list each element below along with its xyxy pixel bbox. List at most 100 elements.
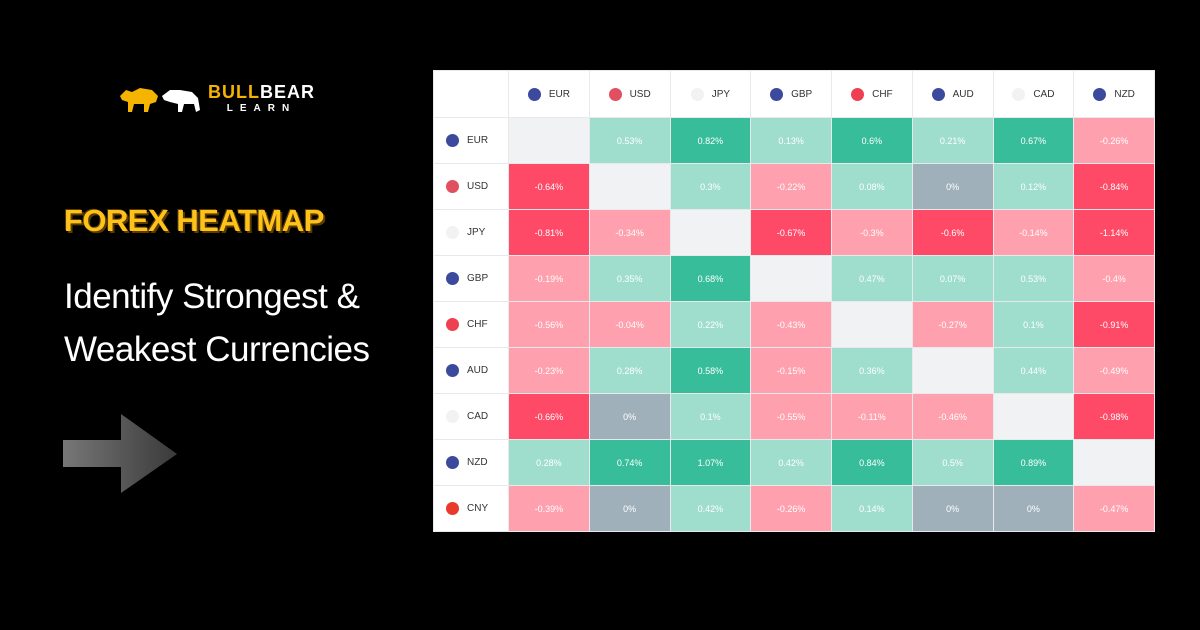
heatmap-cell[interactable]: 0.28% [589, 348, 670, 393]
jp-flag-icon [690, 87, 704, 101]
heatmap-cell[interactable]: -1.14% [1074, 210, 1154, 255]
heatmap-cell[interactable] [912, 348, 993, 393]
heatmap-cell[interactable]: 0.3% [670, 164, 751, 209]
heatmap-cell[interactable]: 0.74% [589, 440, 670, 485]
heatmap-cell[interactable] [1074, 440, 1154, 485]
heatmap-cell[interactable]: 1.07% [670, 440, 751, 485]
row-header-label: EUR [467, 135, 489, 146]
heatmap-cell[interactable]: 0.53% [993, 256, 1074, 301]
heatmap-cell[interactable]: 0.35% [589, 256, 670, 301]
heatmap-cell[interactable]: -0.66% [509, 394, 589, 439]
column-header-chf[interactable]: CHF [832, 71, 912, 117]
heatmap-cell[interactable]: -0.56% [509, 302, 589, 347]
heatmap-cell[interactable]: 0.82% [670, 118, 751, 163]
heatmap-cell[interactable]: 0.21% [912, 118, 993, 163]
brand-learn: LEARN [226, 102, 297, 114]
heatmap-cell[interactable]: 0.84% [832, 440, 912, 485]
row-header-nzd[interactable]: NZD [434, 440, 508, 485]
corner-cell [434, 71, 508, 117]
heatmap-cell[interactable]: 0.1% [993, 302, 1074, 347]
heatmap-cell[interactable]: -0.67% [751, 210, 831, 255]
heatmap-cell[interactable] [993, 394, 1074, 439]
heatmap-cell[interactable] [589, 164, 670, 209]
heatmap-cell[interactable]: -0.14% [993, 210, 1074, 255]
heatmap-cell[interactable]: -0.81% [509, 210, 589, 255]
heatmap-cell[interactable]: 0.22% [670, 302, 751, 347]
heatmap-cell[interactable] [509, 118, 589, 163]
heatmap-cell[interactable]: 0.14% [832, 486, 912, 531]
heatmap-cell[interactable]: -0.22% [751, 164, 831, 209]
row-header-cad[interactable]: CAD [434, 394, 508, 439]
row-header-chf[interactable]: CHF [434, 302, 508, 347]
row-header-label: CNY [467, 503, 489, 514]
heatmap-cell[interactable]: 0% [912, 164, 993, 209]
heatmap-cell[interactable]: -0.91% [1074, 302, 1154, 347]
heatmap-cell[interactable]: 0.42% [670, 486, 751, 531]
heatmap-cell[interactable]: 0.53% [589, 118, 670, 163]
heatmap-cell[interactable]: -0.3% [832, 210, 912, 255]
row-header-eur[interactable]: EUR [434, 118, 508, 163]
heatmap-cell[interactable]: -0.27% [912, 302, 993, 347]
us-flag-icon [608, 87, 622, 101]
heatmap-cell[interactable]: -0.26% [751, 486, 831, 531]
heatmap-cell[interactable]: -0.64% [509, 164, 589, 209]
heatmap-cell[interactable]: 0% [993, 486, 1074, 531]
row-header-cny[interactable]: CNY [434, 486, 508, 531]
heatmap-cell[interactable] [751, 256, 831, 301]
heatmap-cell[interactable]: -0.55% [751, 394, 831, 439]
row-header-label: CAD [467, 411, 489, 422]
column-header-usd[interactable]: USD [589, 71, 670, 117]
forex-heatmap-table: EUR USD JPY GBP CHF AUD CAD NZD EUR 0.53% 0.82% 0.1… [433, 70, 1155, 532]
heatmap-cell[interactable]: -0.04% [589, 302, 670, 347]
heatmap-cell[interactable]: 0.47% [832, 256, 912, 301]
heatmap-cell[interactable]: -0.15% [751, 348, 831, 393]
heatmap-cell[interactable]: 0% [589, 486, 670, 531]
heatmap-cell[interactable] [832, 302, 912, 347]
heatmap-cell[interactable]: 0.44% [993, 348, 1074, 393]
row-header-jpy[interactable]: JPY [434, 210, 508, 255]
column-header-aud[interactable]: AUD [912, 71, 993, 117]
row-header-aud[interactable]: AUD [434, 348, 508, 393]
row-header-gbp[interactable]: GBP [434, 256, 508, 301]
heatmap-cell[interactable]: -0.11% [832, 394, 912, 439]
heatmap-cell[interactable]: -0.26% [1074, 118, 1154, 163]
column-header-gbp[interactable]: GBP [751, 71, 831, 117]
row-header-label: AUD [467, 365, 489, 376]
heatmap-cell[interactable]: 0.68% [670, 256, 751, 301]
heatmap-cell[interactable]: 0.42% [751, 440, 831, 485]
heatmap-cell[interactable]: 0.67% [993, 118, 1074, 163]
column-header-nzd[interactable]: NZD [1074, 71, 1154, 117]
row-header-usd[interactable]: USD [434, 164, 508, 209]
heatmap-cell[interactable] [670, 210, 751, 255]
heatmap-cell[interactable]: 0.28% [509, 440, 589, 485]
heatmap-cell[interactable]: 0% [589, 394, 670, 439]
heatmap-cell[interactable]: 0.1% [670, 394, 751, 439]
heatmap-cell[interactable]: -0.34% [589, 210, 670, 255]
heatmap-cell[interactable]: 0.58% [670, 348, 751, 393]
heatmap-cell[interactable]: 0.13% [751, 118, 831, 163]
column-header-eur[interactable]: EUR [509, 71, 589, 117]
heatmap-cell[interactable]: 0.5% [912, 440, 993, 485]
heatmap-cell[interactable]: -0.19% [509, 256, 589, 301]
heatmap-cell[interactable]: -0.47% [1074, 486, 1154, 531]
heatmap-cell[interactable]: -0.23% [509, 348, 589, 393]
heatmap-cell[interactable]: 0.08% [832, 164, 912, 209]
heatmap-cell[interactable]: -0.43% [751, 302, 831, 347]
heatmap-cell[interactable]: 0.36% [832, 348, 912, 393]
heatmap-cell[interactable]: 0.12% [993, 164, 1074, 209]
column-header-label: GBP [791, 88, 813, 100]
heatmap-cell[interactable]: -0.46% [912, 394, 993, 439]
heatmap-cell[interactable]: 0.6% [832, 118, 912, 163]
heatmap-cell[interactable]: 0.07% [912, 256, 993, 301]
column-header-cad[interactable]: CAD [993, 71, 1074, 117]
heatmap-cell[interactable]: -0.6% [912, 210, 993, 255]
heatmap-cell[interactable]: -0.49% [1074, 348, 1154, 393]
heatmap-cell[interactable]: -0.4% [1074, 256, 1154, 301]
ch-flag-icon [446, 318, 459, 331]
heatmap-cell[interactable]: 0.89% [993, 440, 1074, 485]
heatmap-cell[interactable]: -0.98% [1074, 394, 1154, 439]
column-header-jpy[interactable]: JPY [670, 71, 751, 117]
heatmap-cell[interactable]: 0% [912, 486, 993, 531]
heatmap-cell[interactable]: -0.39% [509, 486, 589, 531]
heatmap-cell[interactable]: -0.84% [1074, 164, 1154, 209]
